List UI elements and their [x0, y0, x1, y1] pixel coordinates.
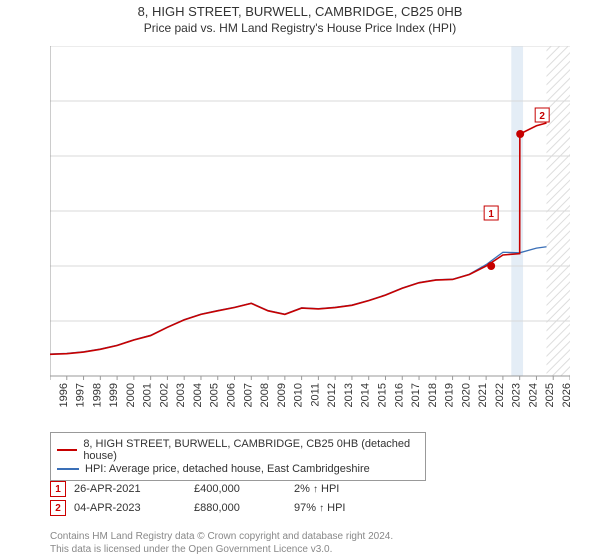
svg-text:2014: 2014: [360, 383, 372, 407]
footer: Contains HM Land Registry data © Crown c…: [50, 530, 393, 556]
svg-text:2007: 2007: [242, 383, 254, 407]
svg-text:2005: 2005: [209, 383, 221, 407]
transaction-pct: 97% ↑ HPI: [294, 502, 374, 514]
svg-text:1999: 1999: [108, 383, 120, 407]
svg-text:2010: 2010: [293, 383, 305, 407]
transaction-price: £880,000: [194, 502, 294, 514]
svg-text:1: 1: [488, 209, 494, 220]
svg-text:2019: 2019: [444, 383, 456, 407]
svg-text:2016: 2016: [393, 383, 405, 407]
legend-label: 8, HIGH STREET, BURWELL, CAMBRIDGE, CB25…: [83, 438, 419, 462]
transaction-date: 04-APR-2023: [74, 502, 194, 514]
svg-text:2020: 2020: [460, 383, 472, 407]
svg-text:2012: 2012: [326, 383, 338, 407]
svg-text:2009: 2009: [276, 383, 288, 407]
table-row: 1 26-APR-2021 £400,000 2% ↑ HPI: [50, 481, 374, 497]
svg-text:2024: 2024: [527, 383, 539, 407]
transaction-price: £400,000: [194, 483, 294, 495]
svg-text:2008: 2008: [259, 383, 271, 407]
svg-text:2001: 2001: [142, 383, 154, 407]
svg-text:2022: 2022: [494, 383, 506, 407]
marker-ref-icon: 2: [50, 500, 66, 516]
svg-text:1998: 1998: [91, 383, 103, 407]
svg-text:2025: 2025: [544, 383, 556, 407]
svg-text:2021: 2021: [477, 383, 489, 407]
svg-text:2002: 2002: [158, 383, 170, 407]
svg-text:2: 2: [539, 111, 545, 122]
footer-line: Contains HM Land Registry data © Crown c…: [50, 530, 393, 543]
svg-text:2006: 2006: [226, 383, 238, 407]
transaction-table: 1 26-APR-2021 £400,000 2% ↑ HPI 2 04-APR…: [50, 478, 374, 519]
svg-text:2018: 2018: [427, 383, 439, 407]
svg-text:2023: 2023: [511, 383, 523, 407]
container: 8, HIGH STREET, BURWELL, CAMBRIDGE, CB25…: [0, 0, 600, 560]
svg-text:2017: 2017: [410, 383, 422, 407]
legend-item: 8, HIGH STREET, BURWELL, CAMBRIDGE, CB25…: [57, 438, 419, 462]
page-subtitle: Price paid vs. HM Land Registry's House …: [0, 19, 600, 39]
legend-swatch: [57, 449, 77, 451]
svg-text:1996: 1996: [58, 383, 70, 407]
chart: £0£200K£400K£600K£800K£1M£1.2M1995199619…: [50, 46, 570, 396]
svg-text:2000: 2000: [125, 383, 137, 407]
marker-ref-icon: 1: [50, 481, 66, 497]
legend-item: HPI: Average price, detached house, East…: [57, 463, 419, 475]
page-title: 8, HIGH STREET, BURWELL, CAMBRIDGE, CB25…: [0, 0, 600, 19]
svg-text:1995: 1995: [50, 383, 53, 407]
svg-text:2004: 2004: [192, 383, 204, 407]
transaction-date: 26-APR-2021: [74, 483, 194, 495]
legend-swatch: [57, 468, 79, 470]
svg-text:2026: 2026: [561, 383, 570, 407]
legend-label: HPI: Average price, detached house, East…: [85, 463, 370, 475]
svg-text:1997: 1997: [75, 383, 87, 407]
arrow-up-icon: ↑: [313, 484, 318, 495]
svg-text:2003: 2003: [175, 383, 187, 407]
svg-text:2013: 2013: [343, 383, 355, 407]
arrow-up-icon: ↑: [319, 503, 324, 514]
legend: 8, HIGH STREET, BURWELL, CAMBRIDGE, CB25…: [50, 432, 426, 481]
transaction-pct: 2% ↑ HPI: [294, 483, 374, 495]
table-row: 2 04-APR-2023 £880,000 97% ↑ HPI: [50, 500, 374, 516]
footer-line: This data is licensed under the Open Gov…: [50, 543, 393, 556]
svg-text:2015: 2015: [376, 383, 388, 407]
svg-text:2011: 2011: [309, 383, 321, 407]
